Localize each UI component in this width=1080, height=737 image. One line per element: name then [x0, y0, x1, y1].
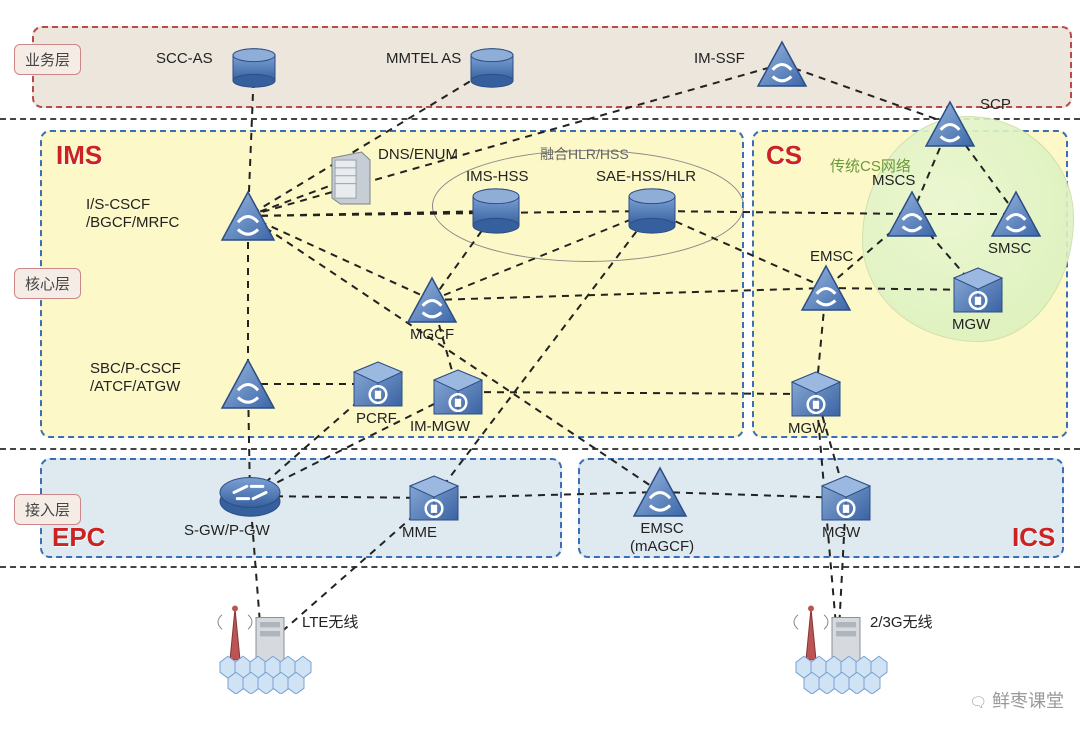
epc-region — [40, 458, 562, 558]
smsc-label: SMSC — [988, 240, 1031, 258]
emsc_m-node — [632, 466, 688, 518]
mgw_top-node — [952, 266, 1004, 314]
im-mgw-label: IM-MGW — [410, 418, 470, 436]
mscs-label: MSCS — [872, 172, 915, 190]
dns-enum-label: DNS/ENUM — [378, 146, 458, 164]
epc-label: EPC — [52, 522, 105, 553]
hline-2 — [0, 448, 1080, 450]
mgw_bot-node — [790, 370, 842, 418]
sgw-label: S-GW/P-GW — [184, 522, 270, 540]
ims_hss-node — [472, 188, 520, 234]
mscs-node — [886, 190, 938, 238]
mgw-bot-label: MGW — [788, 420, 826, 438]
scp-label: SCP — [980, 96, 1011, 114]
ics-label: ICS — [1012, 522, 1055, 553]
ims-hss-label: IMS-HSS — [466, 168, 529, 186]
core-layer-tag: 核心层 — [14, 268, 81, 299]
access-layer-tag: 接入层 — [14, 494, 81, 525]
emsc-node — [800, 264, 852, 312]
pcrf-node — [352, 360, 404, 408]
iscscf-node — [220, 190, 276, 242]
mme-node — [408, 474, 460, 522]
mme-label: MME — [402, 524, 437, 542]
watermark: 🗨 鲜枣课堂 — [969, 687, 1064, 713]
im_ssf-node — [756, 40, 808, 88]
scc_as-node — [232, 48, 276, 88]
pcrf-label: PCRF — [356, 410, 397, 428]
im_mgw-node — [432, 368, 484, 416]
access-layer-label: 接入层 — [25, 502, 70, 519]
lte-node — [212, 604, 312, 694]
g23-radio-label: 2/3G无线 — [870, 614, 933, 632]
im-ssf-label: IM-SSF — [694, 50, 745, 68]
service-layer-label: 业务层 — [25, 52, 70, 69]
mmtel_as-node — [470, 48, 514, 88]
scc-as-label: SCC-AS — [156, 50, 213, 68]
service-layer-tag: 业务层 — [14, 44, 81, 75]
mgw-top-label: MGW — [952, 316, 990, 334]
sae-hss-label: SAE-HSS/HLR — [596, 168, 696, 186]
mgw_ics-node — [820, 474, 872, 522]
mmtel-as-label: MMTEL AS — [386, 50, 461, 68]
hss-group-label: 融合HLR/HSS — [540, 146, 629, 163]
mgcf-node — [406, 276, 458, 324]
core-layer-label: 核心层 — [25, 276, 70, 293]
mgcf-label: MGCF — [410, 326, 454, 344]
emsc-magcf-label: EMSC (mAGCF) — [630, 520, 694, 556]
ims-label: IMS — [56, 140, 102, 171]
emsc-label: EMSC — [810, 248, 853, 266]
iscscf-label: I/S-CSCF /BGCF/MRFC — [86, 196, 179, 232]
hline-3 — [0, 566, 1080, 568]
dns-node — [330, 150, 372, 206]
smsc-node — [990, 190, 1042, 238]
mgw-ics-label: MGW — [822, 524, 860, 542]
cs-label: CS — [766, 140, 802, 171]
sgw-node — [218, 474, 282, 518]
lte-radio-label: LTE无线 — [302, 614, 358, 632]
watermark-text: 鲜枣课堂 — [992, 691, 1064, 711]
hline-1 — [0, 118, 1080, 120]
sbc-node — [220, 358, 276, 410]
scp-node — [924, 100, 976, 148]
sbc-label: SBC/P-CSCF /ATCF/ATGW — [90, 360, 181, 396]
sae_hss-node — [628, 188, 676, 234]
